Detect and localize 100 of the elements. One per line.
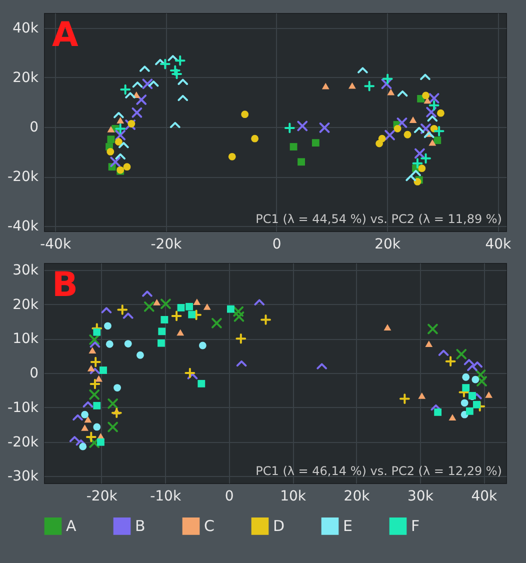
point (382, 74, 393, 84)
x-tick-label: -20k (150, 236, 183, 252)
x-tick-label: 30k (408, 488, 434, 504)
point (100, 366, 107, 374)
point (186, 302, 193, 310)
point (227, 305, 234, 313)
point (437, 109, 444, 117)
point (462, 373, 470, 381)
point (228, 152, 236, 160)
x-tick-label: 0 (272, 236, 282, 252)
point (298, 158, 305, 166)
point (93, 328, 101, 336)
x-tick-label: 20k (374, 236, 402, 252)
point (115, 130, 126, 140)
point (142, 78, 153, 90)
x-tick-label: -40k (40, 236, 72, 252)
point (160, 316, 168, 324)
y-tick-label: 0 (30, 119, 38, 136)
x-tick-label: 10k (280, 488, 307, 504)
point (111, 408, 122, 418)
point (160, 298, 171, 310)
point (212, 318, 222, 328)
x-tick-label: 40k (485, 236, 512, 252)
point (475, 370, 486, 380)
point (418, 392, 426, 399)
point (97, 438, 104, 446)
point (476, 376, 487, 386)
point (466, 407, 474, 415)
point (387, 88, 395, 96)
point (90, 378, 100, 390)
point (124, 340, 132, 348)
point (177, 304, 185, 312)
legend-label: F (411, 517, 420, 536)
point (89, 438, 100, 448)
point (198, 380, 206, 388)
point (448, 414, 456, 421)
point (136, 94, 147, 105)
point (120, 84, 131, 95)
point (364, 80, 375, 92)
y-tick-label: 20k (12, 296, 40, 313)
point (88, 347, 96, 354)
point (198, 342, 206, 350)
point (236, 333, 246, 344)
point (384, 130, 395, 140)
point (108, 398, 118, 409)
point (188, 310, 196, 318)
point (404, 130, 412, 138)
point (445, 356, 456, 366)
point (117, 304, 128, 315)
point (428, 324, 438, 334)
point (462, 384, 470, 392)
point (420, 153, 431, 164)
point (384, 324, 392, 330)
point (107, 136, 115, 144)
point (394, 124, 402, 132)
legend-label: A (66, 517, 77, 536)
y-tick-label: -10k (8, 400, 40, 416)
point (81, 424, 88, 431)
point (241, 110, 249, 118)
point (251, 134, 259, 142)
annotation: PC1 (λ = 46,14 %) vs. PC2 (λ = 12,29 %) (256, 464, 502, 478)
point (174, 55, 186, 66)
y-tick-label: -30k (8, 468, 40, 485)
point (426, 106, 436, 118)
y-tick-label: 0 (30, 366, 38, 382)
point (319, 122, 330, 133)
point (412, 158, 423, 169)
y-tick-label: 30k (12, 262, 40, 278)
point (472, 400, 480, 408)
point (86, 432, 96, 442)
x-tick-label: -20k (86, 488, 118, 504)
point (153, 298, 160, 306)
point (108, 422, 118, 432)
annotation: PC1 (λ = 44,54 %) vs. PC2 (λ = 11,89 %) (256, 212, 502, 226)
y-tick-label: 10k (12, 331, 40, 348)
point (144, 301, 154, 312)
point (114, 384, 121, 392)
point (434, 136, 442, 144)
point (158, 328, 166, 336)
point (123, 163, 131, 171)
y-tick-label: 20k (12, 70, 40, 86)
y-tick-label: 40k (12, 20, 40, 36)
y-tick-label: -40k (8, 218, 40, 235)
point (418, 164, 426, 172)
point (260, 314, 271, 325)
point (376, 140, 384, 148)
point (128, 120, 136, 128)
point (290, 143, 298, 150)
point (312, 139, 320, 147)
point (396, 118, 408, 128)
point (399, 394, 410, 404)
point (348, 82, 356, 89)
point (95, 375, 103, 382)
point (203, 303, 211, 310)
legend-label: D (273, 517, 285, 536)
point (409, 116, 417, 123)
point (116, 117, 124, 124)
point (428, 139, 436, 146)
point (485, 391, 492, 398)
point (414, 148, 425, 159)
